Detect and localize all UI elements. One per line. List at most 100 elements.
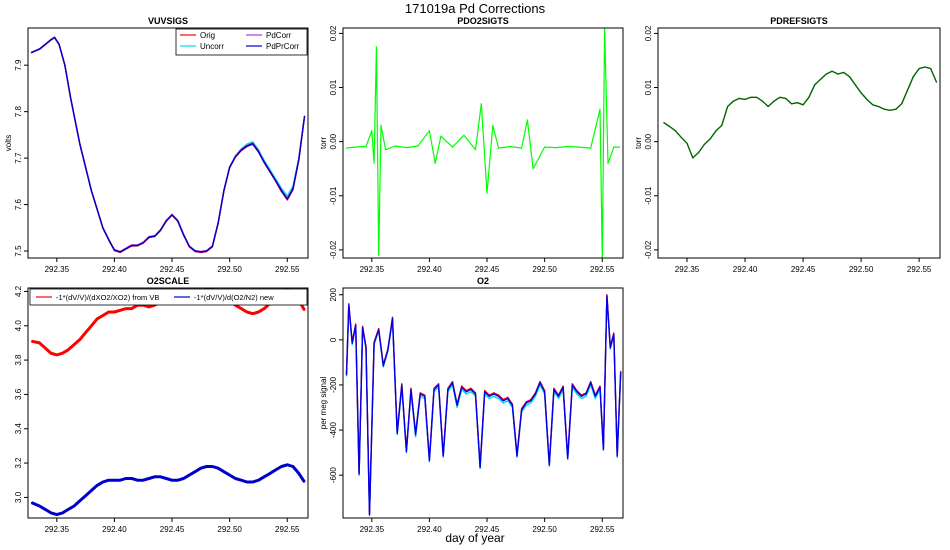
x-tick-label: 292.35	[45, 265, 70, 274]
data-point	[44, 43, 46, 45]
data-point	[131, 477, 133, 480]
data-point	[410, 387, 412, 389]
y-tick-label: 0.00	[644, 133, 653, 149]
data-point	[131, 244, 133, 247]
panel-pdo2sigts: PDO2SIGTS 292.35 292.40 292.45 292.50 292.55 -…	[319, 16, 624, 274]
series-group	[345, 294, 622, 517]
y-axis-label: volts	[4, 135, 13, 151]
data-point	[119, 251, 121, 253]
data-point	[544, 146, 546, 148]
data-point	[223, 190, 225, 192]
data-point	[30, 340, 33, 342]
data-point	[433, 388, 435, 391]
data-point	[30, 52, 33, 54]
data-point	[590, 382, 592, 384]
panel-vuvsigs: VUVSIGS 292.35 292.40 292.45 292.50 292.55 7.5…	[4, 16, 309, 274]
data-point	[373, 342, 375, 344]
data-point	[246, 145, 248, 147]
data-point	[365, 145, 367, 148]
data-point	[188, 245, 190, 247]
data-point	[802, 104, 804, 106]
data-point	[599, 108, 601, 110]
data-point	[44, 508, 46, 510]
data-point	[924, 66, 926, 68]
data-point	[674, 130, 677, 132]
data-point	[516, 456, 518, 458]
data-point	[872, 104, 874, 106]
y-tick-label: -400	[329, 422, 338, 439]
x-tick-label: 292.35	[360, 265, 385, 274]
data-point	[148, 236, 150, 238]
chart-title: PDREFSIGTS	[770, 16, 828, 26]
data-point	[64, 64, 66, 66]
x-tick-label: 292.45	[160, 265, 185, 274]
data-point	[590, 147, 592, 149]
data-point	[183, 477, 185, 480]
y-tick-label: 3.2	[14, 457, 23, 469]
data-point	[303, 481, 306, 483]
data-point	[463, 134, 465, 136]
data-point	[382, 366, 384, 368]
data-point	[419, 393, 421, 395]
panel-o2: O2 292.35 292.40 292.45 292.50 292.55 -600 -400…	[319, 276, 624, 534]
x-tick-label: 292.55	[275, 525, 300, 534]
data-point	[488, 395, 490, 397]
y-tick-label: 7.6	[14, 198, 23, 210]
data-point	[38, 48, 41, 50]
series-line-0	[346, 28, 620, 258]
data-point	[819, 78, 822, 80]
x-tick-label: 292.55	[590, 525, 615, 534]
data-point	[303, 309, 306, 311]
data-point	[901, 103, 903, 105]
data-point	[56, 514, 58, 516]
panel-pdrefsigts: PDREFSIGTS 292.35 292.40 292.45 292.50 292.55…	[634, 16, 941, 274]
data-point	[375, 46, 377, 48]
data-point	[373, 162, 375, 164]
data-point	[109, 241, 111, 243]
y-axis-label: per meg signal	[319, 377, 328, 430]
data-point	[125, 248, 127, 250]
data-point	[292, 188, 294, 190]
data-point	[424, 395, 426, 397]
data-point	[154, 476, 156, 478]
y-tick-label: 7.5	[14, 245, 23, 257]
plot-frame	[342, 287, 624, 519]
data-point	[602, 449, 605, 451]
data-point	[428, 459, 430, 462]
data-point	[602, 448, 605, 450]
x-tick-label: 292.40	[733, 265, 758, 274]
data-point	[663, 122, 665, 124]
data-point	[616, 456, 618, 458]
data-point	[385, 149, 387, 151]
data-point	[50, 39, 52, 41]
data-point	[521, 147, 523, 149]
data-point	[590, 381, 592, 383]
data-point	[401, 383, 403, 385]
data-point	[252, 143, 254, 145]
data-point	[492, 124, 494, 126]
y-tick-label: 0.01	[329, 79, 338, 95]
data-point	[252, 313, 254, 315]
data-point	[73, 344, 75, 346]
legend: -1*(dV/V)/(dXO2/XO2) from VB -1*(dV/V)/d(…	[29, 288, 308, 306]
data-point	[119, 479, 121, 481]
y-tick-label: 0	[329, 337, 338, 342]
data-point	[498, 395, 500, 397]
data-point	[785, 97, 787, 99]
data-point	[484, 391, 486, 393]
data-point	[387, 349, 389, 351]
panel-o2scale: O2SCALE 292.35 292.40 292.45 292.50 292.55 3.0…	[14, 276, 309, 534]
data-point	[562, 386, 564, 388]
data-point	[159, 476, 162, 478]
data-point	[474, 393, 477, 395]
data-point	[200, 467, 202, 469]
data-point	[516, 455, 518, 457]
data-point	[125, 477, 127, 480]
data-point	[744, 98, 746, 100]
data-point	[165, 477, 167, 480]
data-point	[348, 303, 350, 305]
x-tick-label: 292.45	[475, 525, 500, 534]
data-point	[58, 43, 60, 45]
data-point	[567, 457, 569, 459]
data-point	[257, 151, 260, 153]
